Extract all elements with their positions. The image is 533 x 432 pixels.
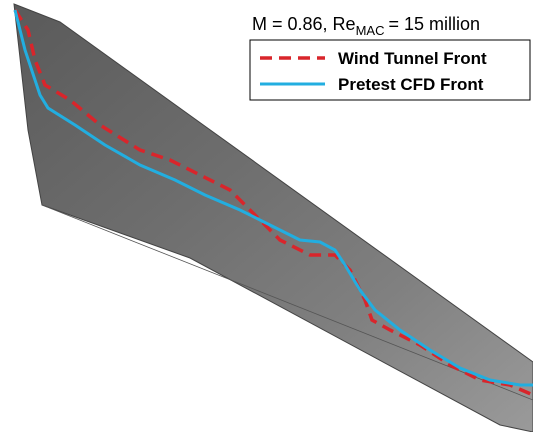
wind-tunnel-front: [13, 9, 533, 397]
title-subscript: MAC: [356, 23, 385, 38]
legend-box: [249, 39, 531, 101]
title-suffix: = 15 million: [388, 14, 480, 34]
legend-label: Pretest CFD Front: [338, 75, 484, 94]
title-prefix: M = 0.86, Re: [252, 14, 356, 34]
legend-label: Wind Tunnel Front: [338, 49, 487, 68]
wing: [13, 3, 533, 432]
title: M = 0.86, ReMAC = 15 million: [252, 14, 480, 38]
cfd-front: [13, 9, 533, 387]
